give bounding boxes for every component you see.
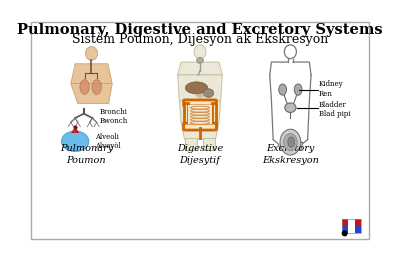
Ellipse shape <box>280 129 301 155</box>
Text: Excretory
Ekskresyon: Excretory Ekskresyon <box>262 144 319 165</box>
Ellipse shape <box>285 103 296 112</box>
Ellipse shape <box>284 45 296 59</box>
Bar <box>348 219 355 233</box>
Bar <box>342 219 361 233</box>
Polygon shape <box>179 101 221 122</box>
FancyBboxPatch shape <box>184 123 216 130</box>
Polygon shape <box>71 84 112 103</box>
Polygon shape <box>71 64 112 84</box>
Bar <box>342 219 361 226</box>
Bar <box>204 138 216 150</box>
Polygon shape <box>72 127 79 133</box>
Bar <box>184 138 196 150</box>
Ellipse shape <box>185 82 208 94</box>
Circle shape <box>342 230 348 236</box>
Text: Pulmonary
Poumon: Pulmonary Poumon <box>60 144 113 165</box>
Ellipse shape <box>204 89 214 97</box>
Text: Pulmonary, Digestive and Excretory Systems: Pulmonary, Digestive and Excretory Syste… <box>17 23 383 37</box>
Ellipse shape <box>61 131 89 152</box>
Text: Alveoli
Alveyòl: Alveoli Alveyòl <box>95 133 120 150</box>
Polygon shape <box>181 122 219 140</box>
Ellipse shape <box>80 80 89 94</box>
Ellipse shape <box>194 45 206 59</box>
Ellipse shape <box>196 93 204 98</box>
Ellipse shape <box>279 84 286 95</box>
Bar <box>196 54 204 60</box>
Text: Kidney
Ren: Kidney Ren <box>319 80 344 98</box>
Text: Bladder
Blad pipi: Bladder Blad pipi <box>319 100 350 118</box>
Ellipse shape <box>86 46 98 60</box>
Text: Digestive
Dijesytif: Digestive Dijesytif <box>177 144 223 165</box>
Ellipse shape <box>196 57 204 63</box>
Bar <box>184 103 188 127</box>
Polygon shape <box>178 62 222 75</box>
Text: Bronchi
Bwonch: Bronchi Bwonch <box>100 108 128 125</box>
Ellipse shape <box>288 137 295 147</box>
Bar <box>212 103 216 127</box>
Ellipse shape <box>294 84 302 95</box>
Polygon shape <box>178 75 222 101</box>
Ellipse shape <box>92 80 102 94</box>
Ellipse shape <box>284 134 297 151</box>
Text: Sistèm Poumon, Dijesyon ak Ekskresyon: Sistèm Poumon, Dijesyon ak Ekskresyon <box>72 33 328 46</box>
Bar <box>342 226 361 233</box>
FancyBboxPatch shape <box>184 100 216 106</box>
Bar <box>188 105 212 124</box>
